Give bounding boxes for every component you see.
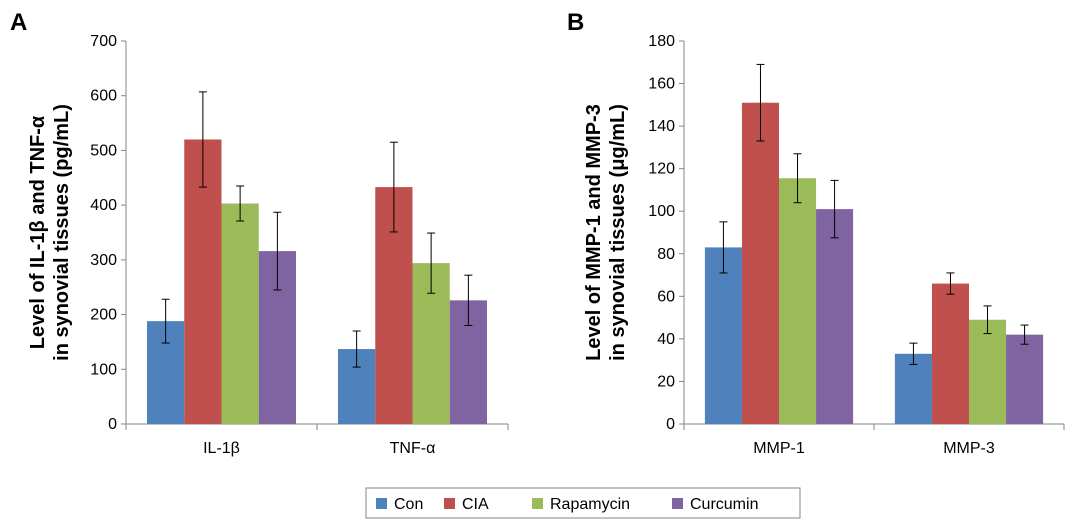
panel-b-y-tick-label: 80 [657, 246, 675, 263]
panel-b-category-label: MMP-3 [943, 440, 995, 457]
panel-b-y-tick-label: 0 [666, 416, 675, 433]
panel-a-category-label: IL-1β [203, 440, 240, 457]
legend-swatch-rapamycin [532, 498, 543, 509]
legend-swatch-cia [444, 498, 455, 509]
bar-b-rapamycin-1 [779, 178, 817, 424]
panel-b-letter: B [567, 9, 584, 36]
panel-a-y-tick-label: 500 [90, 142, 117, 159]
panel-b-y-tick-label: 120 [648, 161, 675, 178]
panel-b-y-tick-label: 140 [648, 118, 675, 135]
panel-a-y-tick-label: 700 [90, 33, 117, 50]
panel-b-category-label: MMP-1 [753, 440, 805, 457]
panel-a-y-axis-title-line-2: in synovial tissues (pg/mL) [51, 104, 73, 361]
bar-b-con-2 [894, 353, 932, 424]
panel-a-y-axis-title-line-1: Level of IL-1β and TNF-α [27, 115, 49, 349]
panel-b-y-tick-label: 40 [657, 331, 675, 348]
panel-a-category-label: TNF-α [390, 440, 436, 457]
panel-a-y-tick-label: 0 [108, 416, 117, 433]
panel-b-y-tick-label: 20 [657, 373, 675, 390]
panel-a-y-tick-label: 400 [90, 197, 117, 214]
legend-swatch-con [376, 498, 387, 509]
panel-a-letter: A [10, 9, 27, 36]
bar-b-cia-1 [741, 102, 779, 424]
panel-a-y-tick-label: 600 [90, 88, 117, 105]
panel-b-y-tick-label: 100 [648, 203, 675, 220]
legend-box [365, 487, 801, 519]
panel-b-y-tick-label: 180 [648, 33, 675, 50]
panel-a-y-tick-label: 300 [90, 252, 117, 269]
legend-label-rapamycin: Rapamycin [550, 496, 630, 513]
panel-b-y-tick-label: 160 [648, 76, 675, 93]
bar-b-cia-2 [931, 283, 969, 424]
panel-a-y-tick-label: 100 [90, 361, 117, 378]
bar-a-rapamycin-1 [221, 203, 259, 424]
bar-b-curcumin-2 [1006, 334, 1044, 424]
panel-a-y-tick-label: 200 [90, 307, 117, 324]
panel-b-y-tick-label: 60 [657, 288, 675, 305]
legend-label-curcumin: Curcumin [690, 496, 758, 513]
legend-label-cia: CIA [462, 496, 489, 513]
legend-swatch-curcumin [672, 498, 683, 509]
legend-label-con: Con [394, 496, 423, 513]
bar-b-curcumin-1 [816, 209, 854, 424]
panel-b-y-axis-title-line-1: Level of MMP-1 and MMP-3 [583, 104, 605, 361]
bar-b-con-1 [704, 247, 742, 424]
bar-b-rapamycin-2 [969, 319, 1007, 424]
panel-b-y-axis-title-line-2: in synovial tissues (μg/mL) [607, 104, 629, 361]
